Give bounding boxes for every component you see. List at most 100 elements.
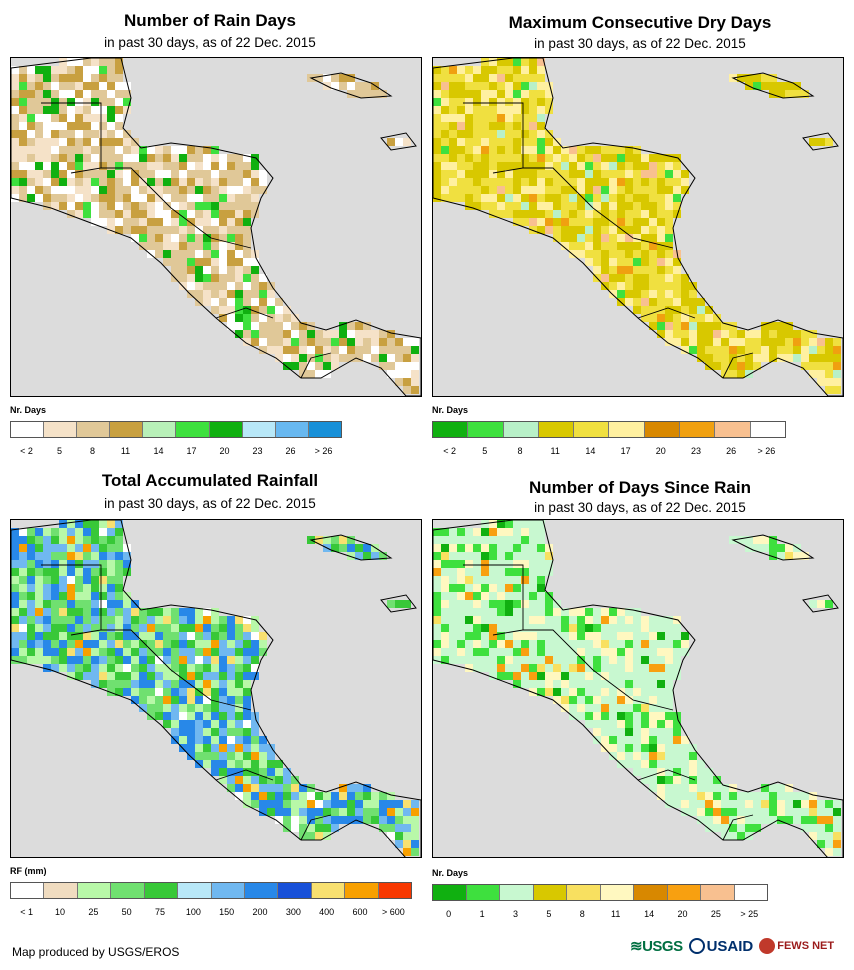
legend-bar (432, 884, 768, 901)
legend-swatch (77, 422, 111, 437)
country-border (215, 769, 274, 781)
legend-swatch (176, 422, 210, 437)
legend-title: Nr. Days (432, 868, 469, 878)
legend-label: 8 (579, 909, 585, 919)
coastline (11, 58, 421, 396)
legend-swatch (378, 883, 412, 898)
legend-title: Nr. Days (10, 405, 47, 415)
legend-swatch (567, 885, 601, 900)
legend-label: 20 (677, 909, 688, 919)
legend-swatch (345, 883, 379, 898)
country-border (592, 207, 674, 249)
legend-swatch (734, 885, 767, 900)
country-border (41, 564, 102, 636)
legend-swatch (433, 885, 467, 900)
legend-swatch (468, 422, 504, 437)
legend-label: 10 (54, 907, 66, 917)
country-border (463, 102, 524, 174)
legend-swatch (209, 422, 243, 437)
legend-swatch (667, 885, 701, 900)
legend-label: 400 (319, 907, 335, 917)
legend-swatch (44, 883, 78, 898)
legend-swatch (11, 422, 45, 437)
legend-label: 20 (219, 446, 230, 456)
legend-label: 14 (585, 446, 596, 456)
coastline (11, 520, 421, 857)
panel-rain-days: Number of Rain Days in past 30 days, as … (0, 0, 422, 460)
map (432, 57, 844, 397)
legend-swatch (538, 422, 575, 437)
map-credit: Map produced by USGS/EROS (12, 945, 180, 959)
panel-total-rainfall: Total Accumulated Rainfall in past 30 da… (0, 465, 422, 925)
panel-subtitle: in past 30 days, as of 22 Dec. 2015 (104, 496, 316, 511)
legend-label: 23 (690, 446, 702, 456)
legend-label: 11 (120, 446, 131, 456)
map (10, 57, 422, 397)
usaid-seal-icon (688, 938, 705, 954)
coastline (731, 534, 815, 561)
coastline (433, 520, 843, 857)
legend-swatch (750, 422, 785, 437)
coastline (380, 594, 417, 613)
legend-swatch (143, 422, 177, 437)
legend-label: 75 (154, 907, 166, 917)
legend-label: > 26 (314, 446, 333, 456)
legend-bar (10, 882, 412, 899)
panel-days-since-rain: Number of Days Since Rain in past 30 day… (430, 465, 850, 925)
legend-label: 20 (655, 446, 666, 456)
legend-label: 5 (482, 446, 488, 456)
country-border (170, 669, 252, 711)
country-border (592, 669, 674, 711)
coastline (731, 72, 815, 99)
panel-title: Number of Days Since Rain (528, 478, 751, 497)
legend-swatch (144, 883, 179, 898)
country-border (637, 769, 696, 781)
legend-label: 23 (252, 446, 263, 456)
legend-swatch (211, 883, 245, 898)
legend-swatch (715, 422, 751, 437)
legend-swatch (244, 883, 279, 898)
legend-title: RF (mm) (10, 866, 47, 876)
panel-title: Total Accumulated Rainfall (101, 471, 319, 490)
coastline (309, 534, 393, 561)
legend-swatch (111, 883, 145, 898)
legend-label: 8 (517, 446, 523, 456)
legend-label: > 600 (381, 907, 405, 917)
legend-label: 14 (644, 909, 655, 919)
fews-net-icon (759, 938, 776, 954)
coastline (433, 58, 843, 396)
legend-swatch (634, 885, 668, 900)
country-border (215, 307, 274, 319)
legend-label: > 25 (740, 909, 759, 919)
country-border (41, 102, 102, 174)
coastline (380, 132, 417, 151)
map-canvas (433, 520, 843, 857)
legend-label: 600 (352, 907, 368, 917)
panel-title: Maximum Consecutive Dry Days (508, 13, 772, 32)
legend-swatch (242, 422, 276, 437)
legend-label: < 1 (20, 907, 34, 917)
legend-label: < 2 (20, 446, 33, 456)
legend-swatch (77, 883, 112, 898)
country-border (170, 207, 252, 249)
legend-label: 5 (546, 909, 552, 919)
country-border (722, 352, 754, 379)
map-canvas (11, 58, 421, 396)
coastline (802, 594, 839, 613)
legend-swatch (500, 885, 534, 900)
legend-label: 17 (186, 446, 197, 456)
legend-swatch (503, 422, 539, 437)
country-border (523, 629, 594, 671)
legend-swatch (275, 422, 309, 437)
panel-subtitle: in past 30 days, as of 22 Dec. 2015 (534, 36, 746, 51)
legend-bar (432, 421, 786, 438)
legend-swatch (110, 422, 144, 437)
country-border (300, 352, 332, 379)
legend-label: 17 (620, 446, 631, 456)
legend-label: 14 (153, 446, 164, 456)
map-canvas (433, 58, 843, 396)
legend-label: 100 (185, 907, 201, 917)
legend-label: 26 (285, 446, 296, 456)
map-canvas (11, 520, 421, 857)
legend-label: < 2 (443, 446, 456, 456)
